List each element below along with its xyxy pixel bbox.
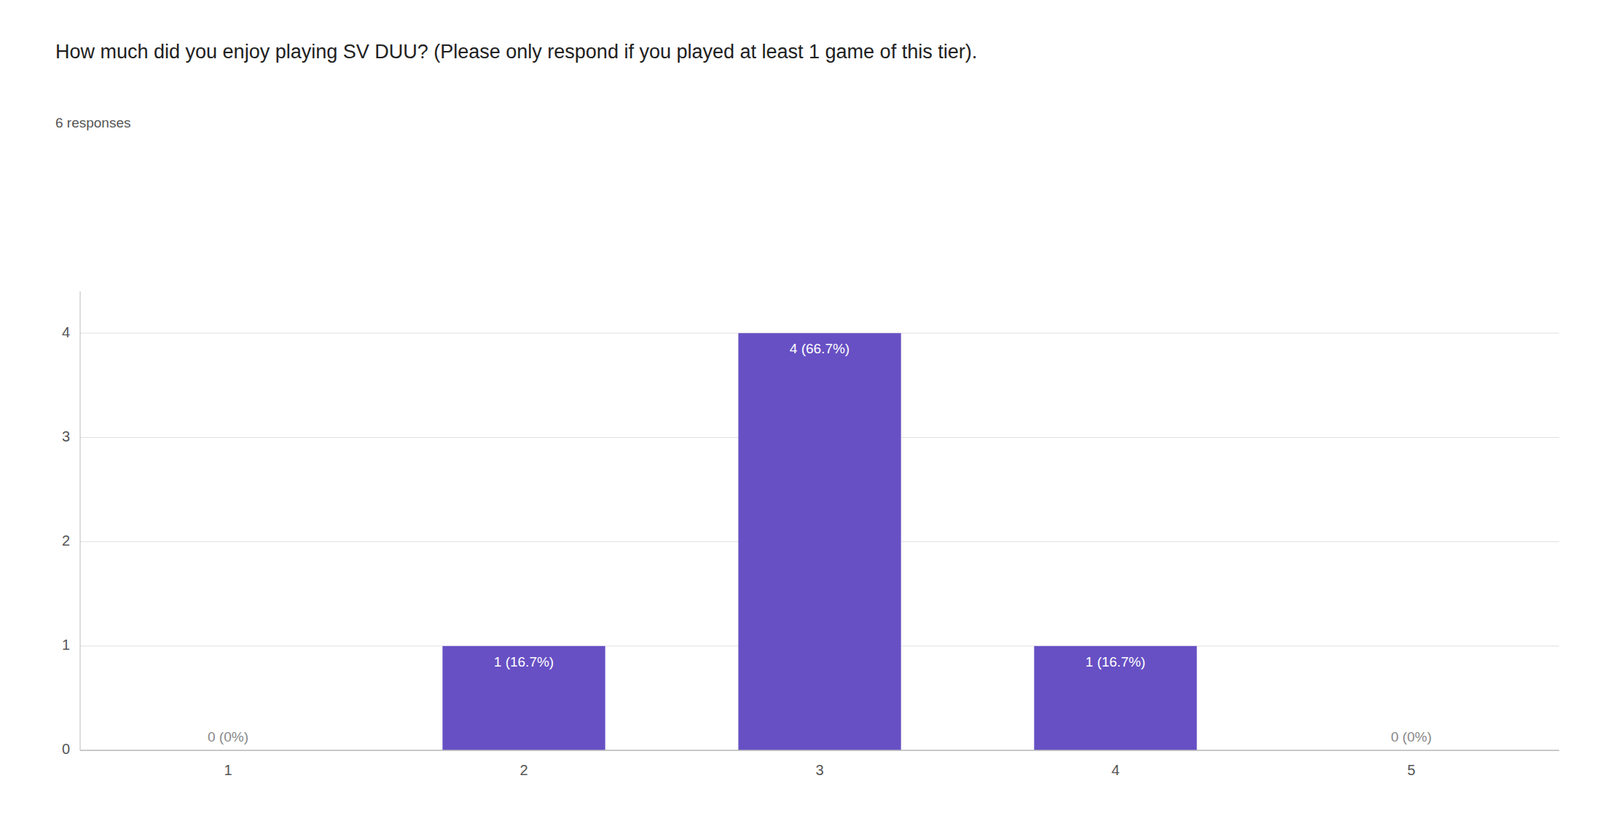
page: {"chart_data": {"type": "bar", "title": … (0, 0, 1600, 813)
y-tick-label: 1 (61, 636, 70, 653)
y-tick-label: 2 (61, 532, 70, 549)
data-label: 0 (0%) (1390, 729, 1432, 745)
x-tick-label: 4 (1111, 762, 1120, 779)
bar (1033, 646, 1197, 751)
bar (738, 332, 901, 751)
data-label: 4 (66.7%) (789, 340, 850, 357)
y-tick-label: 3 (61, 428, 70, 445)
data-label: 1 (16.7%) (1085, 654, 1146, 670)
chart-svg: How much did you enjoy playing SV DUU? (… (0, 0, 1600, 813)
x-tick-label: 5 (1406, 762, 1415, 779)
x-axis-line (80, 749, 1560, 752)
subtitle: 6 responses (55, 115, 132, 131)
grid (80, 332, 1560, 751)
x-tick-label: 1 (223, 762, 232, 779)
y-axis: 0 1 2 3 4 (61, 291, 81, 758)
background (0, 0, 1600, 813)
data-label: 1 (16.7%) (493, 654, 554, 670)
bar (442, 646, 605, 751)
data-label: 0 (0%) (207, 729, 249, 745)
grid-line (80, 750, 1560, 752)
y-tick-label: 0 (61, 740, 70, 758)
bars (442, 332, 1197, 751)
y-tick-label: 4 (61, 324, 70, 341)
x-tick-label: 3 (815, 762, 824, 779)
x-tick-label: 2 (519, 762, 528, 779)
y-axis-line (80, 291, 81, 751)
title: How much did you enjoy playing SV DUU? (… (55, 40, 978, 63)
data-labels: 0 (0%) 1 (16.7%) 4 (66.7%) 1 (16.7%) 0 (0%) (207, 340, 1432, 745)
chart-container: How much did you enjoy playing SV DUU? (… (0, 0, 1600, 813)
x-axis: 1 2 3 4 5 (80, 750, 1560, 779)
